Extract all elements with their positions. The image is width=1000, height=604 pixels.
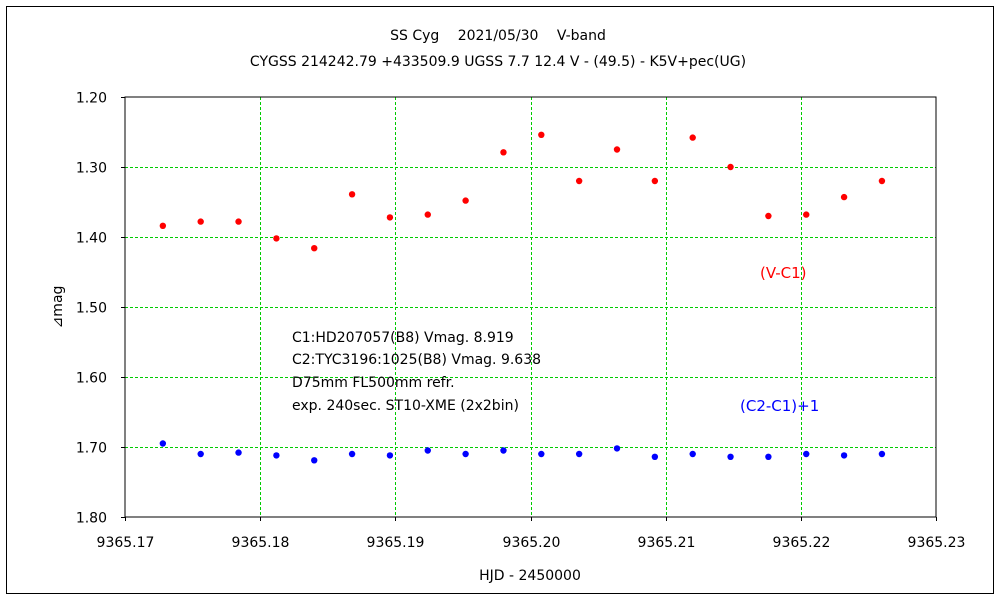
annotation-telescope: D75mm FL500mm refr. bbox=[292, 375, 455, 391]
x-tick-label: 9365.20 bbox=[503, 535, 561, 551]
annotation-c1: C1:HD207057(B8) Vmag. 8.919 bbox=[292, 330, 514, 346]
y-axis: 1.20 1.30 1.40 1.50 1.60 1.70 1.80 bbox=[76, 91, 125, 527]
y-tick-label: 1.40 bbox=[76, 231, 107, 247]
point-v-c1 bbox=[613, 146, 621, 153]
y-tick-label: 1.60 bbox=[76, 371, 107, 387]
point-c2-c1 bbox=[878, 450, 886, 458]
x-tick-label: 9365.22 bbox=[773, 535, 831, 551]
series-label-c2-c1: (C2-C1)+1 bbox=[740, 397, 819, 415]
x-axis-label: HJD - 2450000 bbox=[479, 568, 581, 584]
point-c2-c1 bbox=[727, 453, 734, 460]
point-c2-c1 bbox=[613, 445, 621, 452]
point-v-c1 bbox=[878, 177, 886, 185]
y-tick-label: 1.50 bbox=[76, 301, 107, 317]
point-c2-c1 bbox=[462, 450, 469, 458]
y-tick-label: 1.20 bbox=[76, 91, 107, 107]
grid-lines bbox=[125, 97, 936, 517]
chart-title: SS Cyg 2021/05/30 V-band bbox=[390, 28, 606, 44]
point-v-c1 bbox=[386, 214, 394, 221]
x-axis: 9365.17 9365.18 9365.19 9365.20 9365.21 9365.… bbox=[97, 517, 966, 551]
point-v-c1 bbox=[689, 134, 696, 141]
point-c2-c1 bbox=[386, 452, 394, 459]
point-v-c1 bbox=[538, 131, 545, 138]
point-c2-c1 bbox=[765, 453, 772, 460]
point-v-c1 bbox=[840, 193, 848, 201]
point-v-c1 bbox=[273, 235, 280, 242]
point-v-c1 bbox=[651, 177, 659, 185]
point-c2-c1 bbox=[348, 450, 356, 458]
point-v-c1 bbox=[500, 149, 507, 156]
point-c2-c1 bbox=[689, 450, 696, 458]
annotation-c2: C2:TYC3196:1025(B8) Vmag. 9.638 bbox=[292, 352, 541, 368]
annotation-exposure: exp. 240sec. ST10-XME (2x2bin) bbox=[292, 398, 519, 414]
point-c2-c1 bbox=[235, 449, 242, 456]
point-v-c1 bbox=[197, 218, 204, 225]
x-tick-label: 9365.17 bbox=[97, 535, 155, 551]
y-tick-label: 1.80 bbox=[76, 511, 107, 527]
point-v-c1 bbox=[235, 218, 242, 225]
x-tick-label: 9365.23 bbox=[908, 535, 966, 551]
point-v-c1 bbox=[348, 191, 356, 198]
data-points bbox=[159, 131, 886, 464]
point-c2-c1 bbox=[273, 452, 280, 459]
x-tick-label: 9365.21 bbox=[638, 535, 696, 551]
point-c2-c1 bbox=[424, 447, 431, 454]
point-v-c1 bbox=[311, 245, 318, 252]
series-label-v-c1: (V-C1) bbox=[760, 264, 807, 282]
point-v-c1 bbox=[462, 197, 469, 204]
point-c2-c1 bbox=[651, 453, 659, 460]
point-v-c1 bbox=[727, 163, 734, 171]
y-axis-label: ⊿mag bbox=[50, 286, 66, 329]
chart-subtitle: CYGSS 214242.79 +433509.9 UGSS 7.7 12.4 … bbox=[250, 54, 746, 70]
point-c2-c1 bbox=[197, 450, 204, 458]
point-c2-c1 bbox=[538, 450, 545, 458]
point-c2-c1 bbox=[311, 457, 318, 464]
x-tick-label: 9365.19 bbox=[367, 535, 425, 551]
point-c2-c1 bbox=[159, 440, 167, 447]
point-v-c1 bbox=[159, 222, 167, 229]
y-tick-label: 1.70 bbox=[76, 441, 107, 457]
point-c2-c1 bbox=[575, 450, 583, 458]
point-c2-c1 bbox=[500, 447, 507, 454]
point-c2-c1 bbox=[840, 452, 848, 459]
point-v-c1 bbox=[575, 177, 583, 185]
point-v-c1 bbox=[803, 211, 810, 218]
x-tick-label: 9365.18 bbox=[232, 535, 290, 551]
point-c2-c1 bbox=[803, 450, 810, 458]
point-v-c1 bbox=[765, 212, 772, 220]
point-v-c1 bbox=[424, 211, 431, 218]
y-tick-label: 1.30 bbox=[76, 161, 107, 177]
